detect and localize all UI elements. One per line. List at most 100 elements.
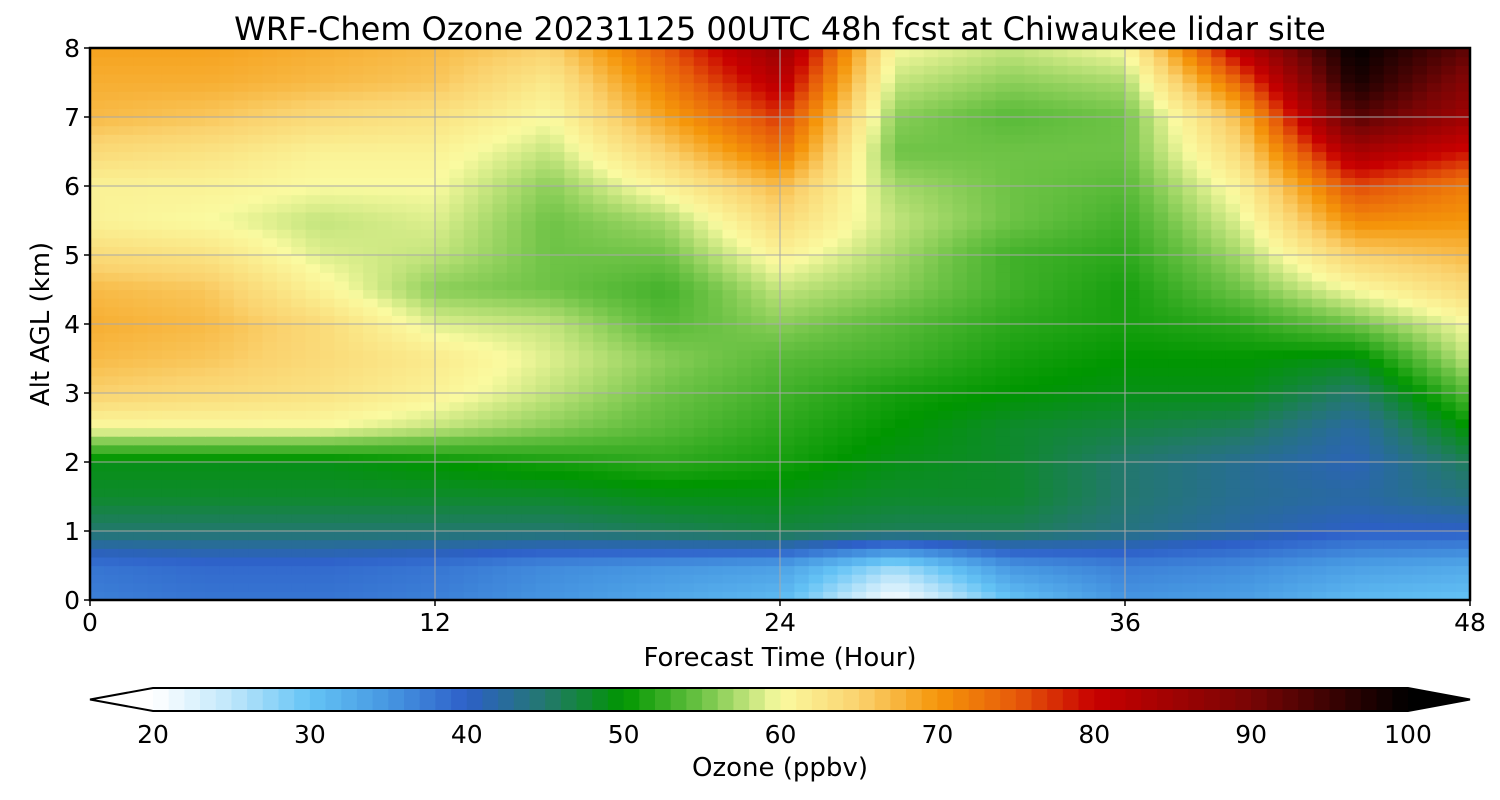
heatmap-cell <box>1168 298 1184 308</box>
heatmap-cell <box>1038 237 1054 247</box>
heatmap-cell <box>449 168 465 178</box>
heatmap-cell <box>1081 479 1097 489</box>
heatmap-cell <box>420 539 436 549</box>
heatmap-cell <box>1355 160 1370 170</box>
heatmap-cell <box>219 410 235 420</box>
heatmap-cell <box>334 513 350 523</box>
heatmap-cell <box>1211 453 1227 463</box>
heatmap-cell <box>1240 186 1255 196</box>
heatmap-cell <box>1441 487 1457 498</box>
heatmap-cell <box>535 263 551 273</box>
heatmap-cell <box>1326 556 1342 567</box>
heatmap-cell <box>823 470 839 480</box>
heatmap-cell <box>1096 272 1112 282</box>
heatmap-cell <box>1067 315 1083 325</box>
heatmap-cell <box>205 194 220 204</box>
heatmap-cell <box>1297 470 1313 480</box>
heatmap-cell <box>938 298 954 308</box>
heatmap-cell <box>161 186 177 196</box>
heatmap-cell <box>895 505 910 515</box>
heatmap-cell <box>521 427 537 437</box>
heatmap-cell <box>636 582 652 592</box>
heatmap-cell <box>751 186 767 196</box>
heatmap-cell <box>1297 505 1313 515</box>
heatmap-cell <box>578 522 594 532</box>
heatmap-cell <box>420 565 436 575</box>
heatmap-cell <box>665 289 680 299</box>
heatmap-cell <box>521 237 537 247</box>
heatmap-cell <box>578 358 594 368</box>
heatmap-cell <box>1196 349 1212 360</box>
heatmap-cell <box>751 582 767 592</box>
heatmap-cell <box>348 315 364 325</box>
heatmap-cell <box>1340 462 1356 472</box>
heatmap-cell <box>621 591 637 601</box>
heatmap-cell <box>492 306 508 316</box>
heatmap-cell <box>1153 315 1169 325</box>
heatmap-cell <box>1096 531 1112 541</box>
heatmap-cell <box>1010 332 1025 342</box>
heatmap-cell <box>1110 160 1126 170</box>
heatmap-cell <box>780 349 795 360</box>
heatmap-cell <box>1369 203 1385 213</box>
heatmap-cell <box>1426 453 1442 463</box>
heatmap-cell <box>665 315 680 325</box>
heatmap-cell <box>550 324 565 334</box>
heatmap-cell <box>880 574 896 584</box>
heatmap-cell <box>133 453 149 463</box>
heatmap-cell <box>420 194 436 204</box>
heatmap-cell <box>636 539 652 549</box>
heatmap-cell <box>506 384 522 394</box>
heatmap-cell <box>305 591 321 601</box>
heatmap-cell <box>995 487 1011 498</box>
heatmap-cell <box>205 496 220 506</box>
heatmap-cell <box>966 367 982 377</box>
heatmap-cell <box>1398 272 1414 282</box>
heatmap-cell <box>736 332 752 342</box>
heatmap-cell <box>104 280 120 291</box>
heatmap-cell <box>1254 324 1270 334</box>
heatmap-cell <box>463 324 479 334</box>
heatmap-cell <box>995 384 1011 394</box>
heatmap-cell <box>1326 418 1342 429</box>
heatmap-cell <box>1096 462 1112 472</box>
heatmap-cell <box>650 453 666 463</box>
heatmap-cell <box>391 237 407 247</box>
heatmap-cell <box>851 591 867 601</box>
heatmap-cell <box>909 582 925 592</box>
heatmap-cell <box>708 427 724 437</box>
heatmap-cell <box>1426 427 1442 437</box>
heatmap-cell <box>751 453 767 463</box>
heatmap-cell <box>823 160 839 170</box>
heatmap-cell <box>535 436 551 446</box>
heatmap-cell <box>463 160 479 170</box>
heatmap-cell <box>665 565 680 575</box>
heatmap-cell <box>1283 332 1299 342</box>
heatmap-cell <box>966 531 982 541</box>
heatmap-cell <box>190 462 206 472</box>
heatmap-cell <box>1283 168 1299 178</box>
heatmap-cell <box>866 177 882 187</box>
heatmap-cell <box>966 436 982 446</box>
heatmap-cell <box>334 574 350 584</box>
heatmap-cell <box>478 513 494 523</box>
heatmap-cell <box>981 194 997 204</box>
heatmap-cell <box>1110 418 1126 429</box>
heatmap-cell <box>866 479 882 489</box>
heatmap-cell <box>1211 591 1227 601</box>
heatmap-cell <box>1369 263 1385 273</box>
heatmap-cell <box>406 522 422 532</box>
heatmap-cell <box>334 582 350 592</box>
heatmap-cell <box>1225 375 1241 385</box>
heatmap-cell <box>909 177 925 187</box>
heatmap-cell <box>1010 556 1025 567</box>
heatmap-cell <box>1168 306 1184 316</box>
heatmap-cell <box>1067 436 1083 446</box>
heatmap-cell <box>923 306 939 316</box>
heatmap-cell <box>1096 341 1112 351</box>
heatmap-cell <box>1398 255 1414 265</box>
heatmap-cell <box>291 539 307 549</box>
heatmap-cell <box>1355 582 1370 592</box>
heatmap-cell <box>1053 513 1069 523</box>
heatmap-cell <box>118 341 134 351</box>
